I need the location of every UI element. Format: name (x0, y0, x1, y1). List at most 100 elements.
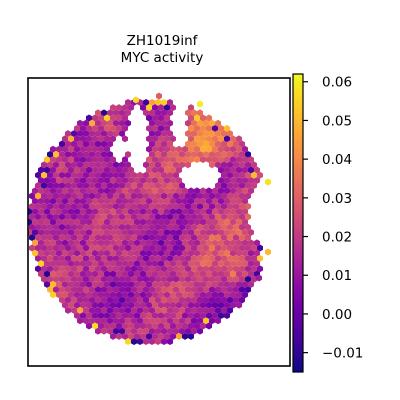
hex-spot (116, 301, 122, 309)
hex-spot (200, 301, 206, 309)
hex-spot (47, 234, 53, 242)
hex-spot (113, 192, 119, 200)
hex-spot (194, 301, 200, 309)
hex-spot (113, 306, 119, 314)
hex-spot (77, 213, 83, 221)
hex-spot (254, 166, 260, 174)
hex-spot (257, 171, 263, 179)
hex-spot (227, 213, 233, 221)
hex-spot (188, 104, 194, 112)
hex-spot (185, 234, 191, 242)
hex-spot (83, 317, 89, 325)
hex-spot (182, 239, 188, 247)
hex-spot (182, 228, 188, 236)
hex-spot (155, 265, 161, 273)
hex-spot (158, 270, 164, 278)
hex-spot (107, 286, 113, 294)
hex-spot (152, 197, 158, 205)
hex-spot (173, 192, 179, 200)
hex-spot (203, 254, 209, 262)
hex-spot (116, 239, 122, 247)
hex-spot (176, 156, 182, 164)
hex-spot (236, 270, 242, 278)
hex-spot (167, 182, 173, 190)
hex-spot (158, 312, 164, 320)
hex-spot (110, 114, 116, 122)
hex-spot (41, 275, 47, 283)
hex-spot (128, 322, 134, 330)
hex-spot (170, 228, 176, 236)
hex-spot (95, 109, 101, 117)
hex-spot (50, 260, 56, 268)
hex-spot (122, 166, 128, 174)
colorbar-tick-label: 0.01 (322, 268, 352, 284)
hex-spot (113, 275, 119, 283)
hex-spot (110, 187, 116, 195)
hex-spot (80, 145, 86, 153)
hex-spot (143, 98, 149, 106)
hex-spot (119, 317, 125, 325)
hex-spot (125, 234, 131, 242)
hex-spot (245, 202, 251, 210)
hex-spot (230, 145, 236, 153)
hex-spot (149, 202, 155, 210)
hex-spot (182, 280, 188, 288)
hex-spot (71, 192, 77, 200)
hex-spot (188, 239, 194, 247)
hex-spot (134, 197, 140, 205)
hex-spot (113, 171, 119, 179)
hex-spot (170, 135, 176, 143)
hex-spot (245, 254, 251, 262)
hex-spot (125, 109, 131, 117)
hex-spot (77, 317, 83, 325)
hex-spot (35, 244, 41, 252)
hex-spot (191, 109, 197, 117)
hex-spot (59, 140, 65, 148)
hex-spot (140, 187, 146, 195)
hex-spot (164, 187, 170, 195)
hex-spot (92, 239, 98, 247)
hex-spot (245, 171, 251, 179)
hex-spot (65, 265, 71, 273)
hex-spot (83, 213, 89, 221)
hex-spot (86, 156, 92, 164)
hex-spot (176, 228, 182, 236)
hex-spot (68, 260, 74, 268)
hex-spot (107, 192, 113, 200)
hex-spot (74, 176, 80, 184)
hex-spot (265, 178, 271, 186)
hex-spot (44, 187, 50, 195)
hex-spot (179, 327, 185, 335)
hex-spot (212, 239, 218, 247)
hex-spot (188, 218, 194, 226)
hex-spot (128, 104, 134, 112)
hex-spot (161, 317, 167, 325)
hex-spot (80, 239, 86, 247)
hex-spot (146, 208, 152, 216)
hex-spot (134, 280, 140, 288)
hex-spot (251, 254, 257, 262)
hex-spot (122, 301, 128, 309)
hex-spot (248, 228, 254, 236)
hex-spot (194, 322, 200, 330)
hex-spot (80, 270, 86, 278)
hex-spot (104, 280, 110, 288)
hex-spot (149, 327, 155, 335)
hex-spot (203, 119, 209, 127)
hex-spot (56, 166, 62, 174)
hex-spot (146, 187, 152, 195)
hex-spot (98, 291, 104, 299)
hex-spot (95, 286, 101, 294)
hex-spot (230, 280, 236, 288)
hex-spot (59, 182, 65, 190)
hex-spot (161, 254, 167, 262)
hex-spot (95, 275, 101, 283)
hex-spot (80, 291, 86, 299)
hex-spot (28, 208, 32, 216)
hex-spot (47, 182, 53, 190)
hex-spot (68, 208, 74, 216)
hex-spot (83, 306, 89, 314)
hex-spot (242, 280, 248, 288)
hex-spot (236, 208, 242, 216)
